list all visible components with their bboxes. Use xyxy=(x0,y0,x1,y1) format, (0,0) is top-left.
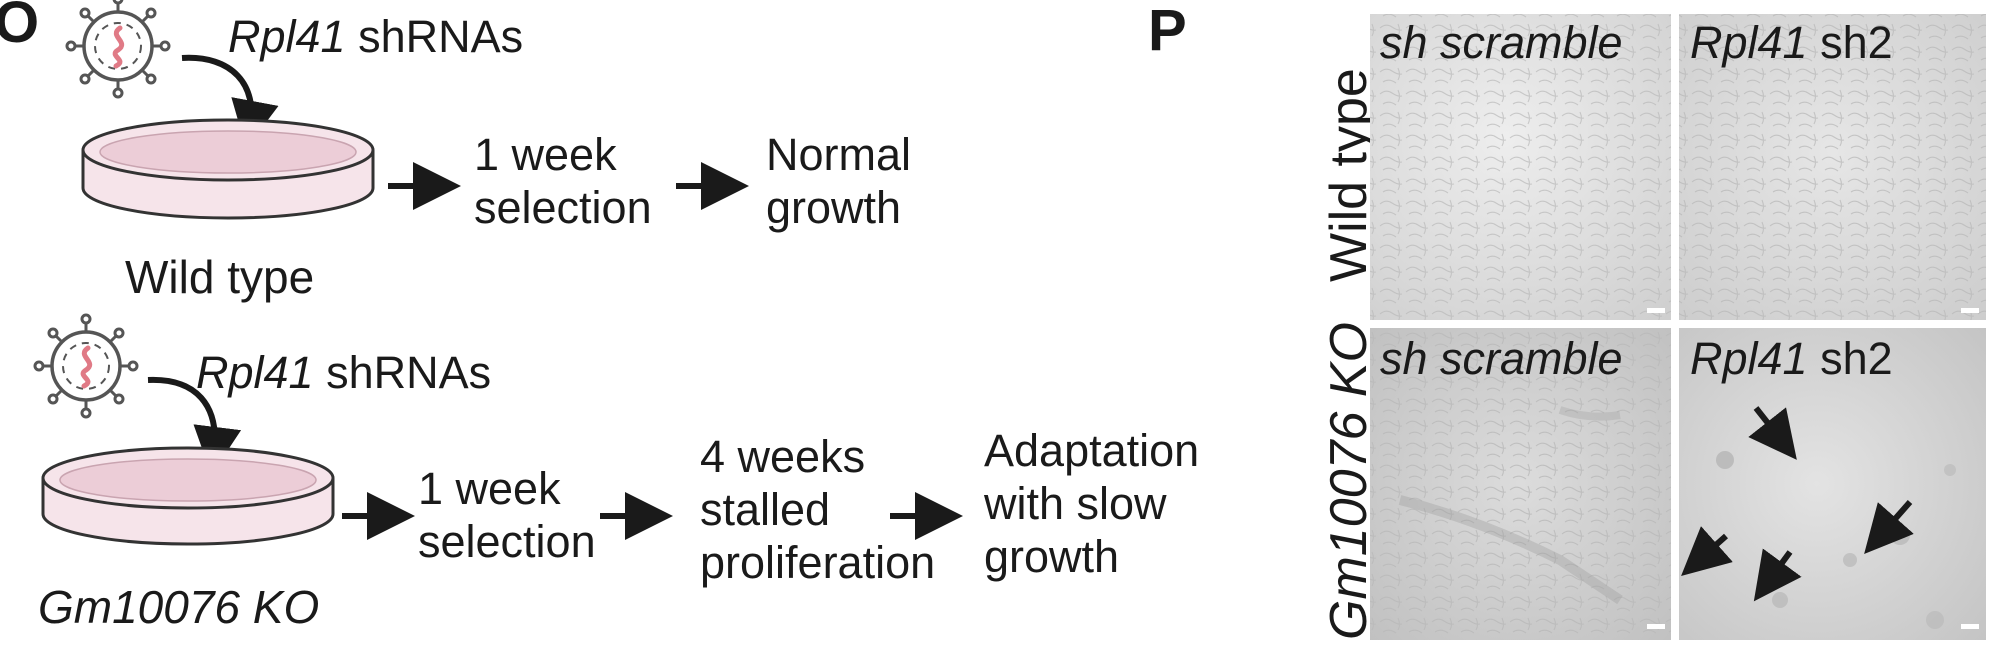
culture-dish xyxy=(41,446,335,546)
row-label-wild-type: Wild type xyxy=(1320,68,1378,282)
arrow-icon xyxy=(1753,548,1802,602)
step-selection: 1 week selection xyxy=(418,463,596,568)
scale-bar xyxy=(1647,308,1665,313)
step-adaptation: Adaptation with slow growth xyxy=(984,425,1200,583)
tile-label-sh-scramble: sh scramble xyxy=(1380,333,1623,384)
virus-icon xyxy=(33,313,139,419)
arrow-icon xyxy=(1681,526,1733,576)
tile-label-rpl41-sh2: Rpl41 sh2 xyxy=(1690,333,1893,384)
dish-caption-wild-type: Wild type xyxy=(125,251,315,303)
culture-dish xyxy=(81,118,375,220)
row-label-gm10076-ko: Gm10076 KO xyxy=(1320,322,1378,640)
scale-bar xyxy=(1961,624,1979,629)
transduction-arrow xyxy=(181,54,279,149)
arrow-icon xyxy=(1748,406,1797,460)
shrna-label: Rpl41 shRNAs xyxy=(196,347,492,398)
scale-bar xyxy=(1647,624,1665,629)
tile-label-rpl41-sh2: Rpl41 sh2 xyxy=(1690,17,1893,68)
tile-label-sh-scramble: sh scramble xyxy=(1380,17,1623,68)
panel-letter-p: P xyxy=(1148,0,1187,63)
panel-o-graphics xyxy=(33,0,963,546)
arrow-icon xyxy=(1864,500,1914,554)
scale-bar xyxy=(1961,308,1979,313)
step-normal-growth: Normal growth xyxy=(766,129,912,234)
transduction-arrow xyxy=(147,376,242,475)
step-selection: 1 week selection xyxy=(474,129,652,234)
step-stalled-proliferation: 4 weeks stalled proliferation xyxy=(700,431,936,589)
panel-letter-o: O xyxy=(0,0,40,55)
virus-icon xyxy=(65,0,171,99)
shrna-label: Rpl41 shRNAs xyxy=(228,11,524,62)
dish-caption-gm10076-ko: Gm10076 KO xyxy=(38,581,320,633)
